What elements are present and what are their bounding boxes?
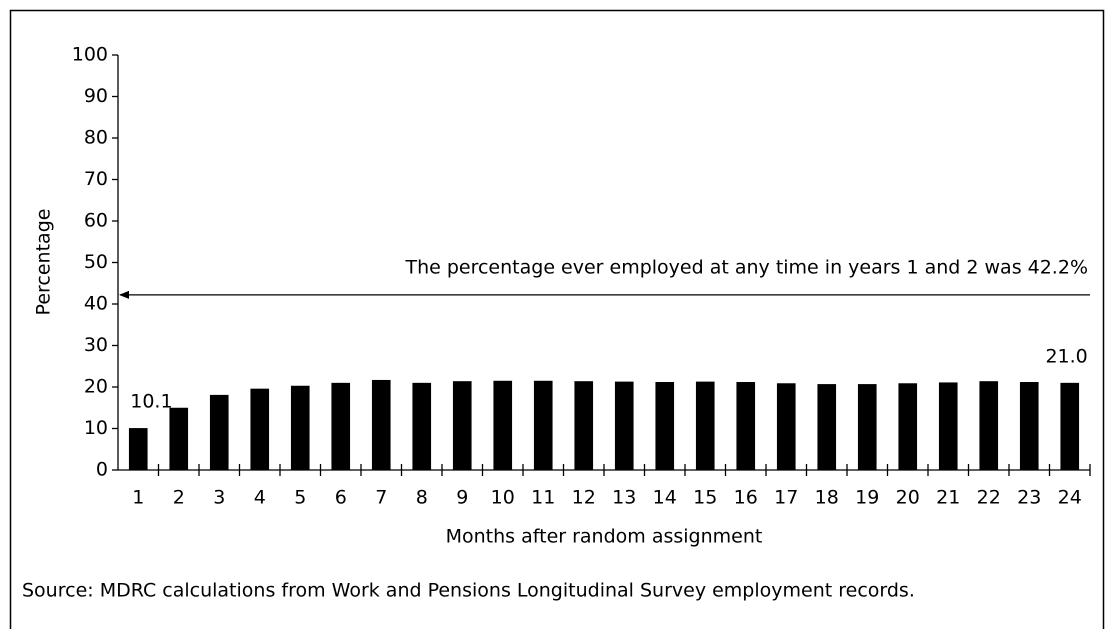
bar <box>938 382 958 470</box>
y-tick-label: 90 <box>84 85 108 107</box>
bar <box>169 407 189 470</box>
y-tick-label: 10 <box>84 417 108 439</box>
source-note: Source: MDRC calculations from Work and … <box>22 580 915 602</box>
x-tick-label: 2 <box>173 487 185 509</box>
y-tick-label: 80 <box>84 127 108 149</box>
x-tick-label: 19 <box>855 487 879 509</box>
bar <box>1060 382 1080 470</box>
y-tick-label: 50 <box>84 251 108 273</box>
x-tick-label: 9 <box>456 487 468 509</box>
x-tick-label: 12 <box>572 487 596 509</box>
bar <box>412 382 432 470</box>
y-tick-label: 30 <box>84 334 108 356</box>
x-tick-label: 1 <box>132 487 144 509</box>
bar <box>209 394 229 470</box>
x-tick-label: 15 <box>693 487 717 509</box>
y-tick-label: 70 <box>84 168 108 190</box>
x-tick-label: 4 <box>254 487 266 509</box>
value-label: 21.0 <box>1045 345 1087 367</box>
bar <box>128 428 148 470</box>
bar <box>655 382 675 470</box>
x-tick-label: 20 <box>896 487 920 509</box>
x-tick-label: 17 <box>774 487 798 509</box>
bar <box>898 383 918 470</box>
x-tick-label: 3 <box>213 487 225 509</box>
bar <box>1019 382 1039 470</box>
bar <box>857 384 877 470</box>
x-axis-label: Months after random assignment <box>446 526 763 548</box>
x-tick-label: 14 <box>653 487 677 509</box>
x-tick-label: 5 <box>294 487 306 509</box>
bar <box>695 381 715 470</box>
bar <box>979 381 999 470</box>
x-tick-label: 10 <box>491 487 515 509</box>
y-tick-label: 20 <box>84 376 108 398</box>
bar <box>371 379 391 470</box>
y-axis-label: Percentage <box>33 209 55 316</box>
x-tick-label: 24 <box>1058 487 1082 509</box>
bar <box>817 384 837 470</box>
bar <box>452 381 472 470</box>
x-tick-label: 7 <box>375 487 387 509</box>
x-tick-label: 16 <box>734 487 758 509</box>
frame <box>9 9 1105 629</box>
bar <box>331 382 351 470</box>
y-tick-label: 40 <box>84 293 108 315</box>
bar <box>250 388 270 470</box>
x-tick-label: 13 <box>612 487 636 509</box>
bar <box>736 382 756 470</box>
x-tick-label: 18 <box>815 487 839 509</box>
x-tick-label: 8 <box>416 487 428 509</box>
bar <box>776 383 796 470</box>
bar <box>574 381 594 470</box>
bar <box>290 385 310 470</box>
annotation-arrow <box>119 290 129 299</box>
x-tick-label: 6 <box>335 487 347 509</box>
value-label: 10.1 <box>130 391 172 413</box>
x-tick-label: 11 <box>531 487 555 509</box>
y-tick-label: 100 <box>72 44 108 66</box>
bar <box>533 380 553 470</box>
y-tick-label: 0 <box>96 459 108 481</box>
x-tick-label: 21 <box>936 487 960 509</box>
bar <box>614 381 634 470</box>
x-tick-label: 22 <box>977 487 1001 509</box>
bar <box>493 380 513 470</box>
y-tick-label: 60 <box>84 210 108 232</box>
x-tick-label: 23 <box>1017 487 1041 509</box>
annotation-text: The percentage ever employed at any time… <box>404 256 1088 278</box>
